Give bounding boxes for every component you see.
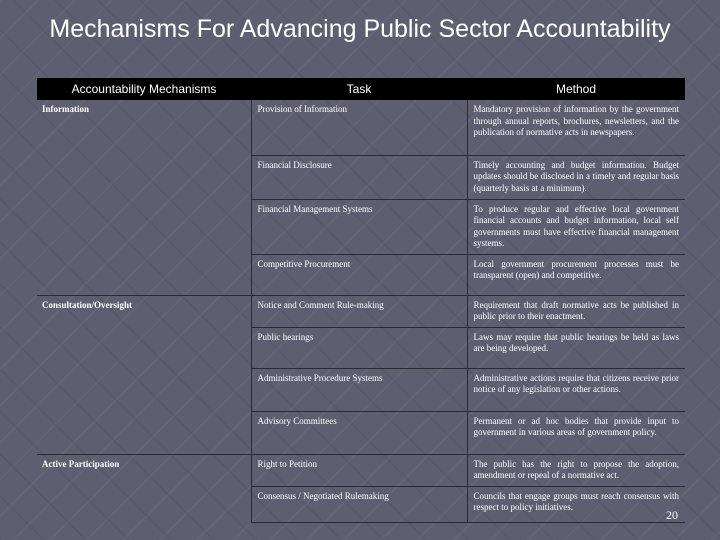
method-cell: Local government procurement processes m… <box>466 254 685 296</box>
slide-title: Mechanisms For Advancing Public Sector A… <box>49 15 671 43</box>
task-cell: Notice and Comment Rule-making <box>250 295 467 328</box>
table-row: Consultation/Oversight Notice and Commen… <box>37 295 685 328</box>
method-cell: Requirement that draft normative acts be… <box>466 295 685 328</box>
table-row: Consensus / Negotiated Rulemaking Counci… <box>37 486 685 523</box>
mechanism-cell-empty <box>37 254 251 296</box>
mechanism-cell-empty <box>37 411 251 455</box>
table-row: Active Participation Right to Petition T… <box>37 454 685 487</box>
method-cell: Mandatory provision of information by th… <box>466 100 685 156</box>
table-row: Public hearings Laws may require that pu… <box>37 327 685 369</box>
mechanism-cell-empty <box>37 368 251 411</box>
table-row: Financial Management Systems To produce … <box>37 199 685 255</box>
method-cell: The public has the right to propose the … <box>466 454 685 487</box>
table-row: Administrative Procedure Systems Adminis… <box>37 368 685 412</box>
task-cell: Financial Disclosure <box>250 155 467 200</box>
task-cell: Financial Management Systems <box>250 199 467 255</box>
page-number: 20 <box>666 508 678 522</box>
header-method: Method <box>467 78 685 100</box>
table-row: Financial Disclosure Timely accounting a… <box>37 155 685 200</box>
accountability-table: Accountability Mechanisms Task Method In… <box>37 78 685 523</box>
task-cell: Competitive Procurement <box>250 254 467 296</box>
header-task: Task <box>251 78 467 100</box>
method-cell: Laws may require that public hearings be… <box>466 327 685 369</box>
table-row: Advisory Committees Permanent or ad hoc … <box>37 411 685 455</box>
method-cell: Administrative actions require that citi… <box>466 368 685 412</box>
mechanism-cell-empty <box>37 155 251 199</box>
table-header-row: Accountability Mechanisms Task Method <box>37 78 685 100</box>
mechanism-cell: Consultation/Oversight <box>42 299 133 310</box>
header-accountability-mechanisms: Accountability Mechanisms <box>37 78 251 100</box>
method-cell: To produce regular and effective local g… <box>466 199 685 255</box>
task-cell: Public hearings <box>250 327 467 369</box>
method-cell: Permanent or ad hoc bodies that provide … <box>466 411 685 455</box>
table-row: Information Provision of Information Man… <box>37 100 685 156</box>
table-row: Competitive Procurement Local government… <box>37 254 685 296</box>
mechanism-cell: Information <box>42 104 89 114</box>
task-cell: Administrative Procedure Systems <box>250 368 467 412</box>
task-cell: Provision of Information <box>250 100 467 156</box>
task-cell: Consensus / Negotiated Rulemaking <box>250 486 467 523</box>
method-cell: Councils that engage groups must reach c… <box>466 486 685 523</box>
method-cell: Timely accounting and budget information… <box>466 155 685 200</box>
mechanism-cell-empty <box>37 327 251 368</box>
task-cell: Advisory Committees <box>250 411 467 455</box>
mechanism-cell-empty <box>37 486 251 522</box>
task-cell: Right to Petition <box>250 454 467 487</box>
mechanism-cell-empty <box>37 199 251 254</box>
mechanism-cell: Active Participation <box>42 458 120 469</box>
